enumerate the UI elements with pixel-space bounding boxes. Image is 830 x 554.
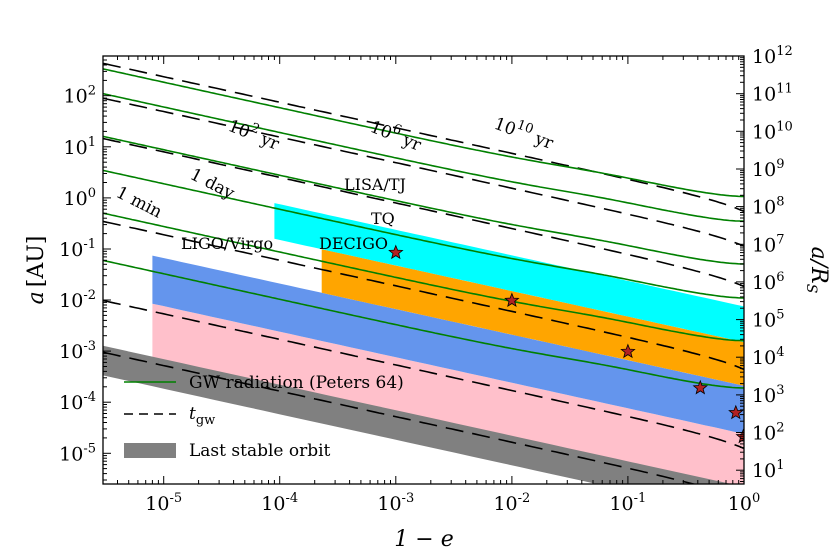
tgw-line-2 [103, 220, 744, 371]
x-tick-label: 100 [728, 491, 760, 515]
tgw-line-4 [103, 97, 744, 247]
tgw-label-1: 1 day [187, 165, 238, 204]
gw-radiation-tracks [103, 68, 744, 389]
y2-tick-label: 1012 [752, 44, 793, 68]
tgw-dashed-lines [103, 62, 744, 484]
y2-tick-label: 103 [752, 383, 784, 407]
tgw-line-1 [103, 299, 744, 450]
y-tick-label: 101 [64, 135, 96, 159]
region-label-0: LIGO/Virgo [181, 234, 273, 253]
y2-tick-label: 106 [752, 270, 784, 294]
x-tick-label: 10-5 [145, 491, 182, 515]
region-lisa-tj [274, 203, 744, 343]
star-marker-4 [728, 404, 744, 420]
legend-tgw-label: tgw [189, 404, 215, 428]
region-ligo-virgo [152, 303, 744, 484]
x-tick-label: 10-3 [377, 491, 414, 515]
y2-axis-label: a/RS [803, 247, 830, 294]
y2-tick-label: 1010 [752, 119, 793, 143]
tgw-label-4: 1010 yr [491, 110, 558, 154]
y-tick-label: 10-2 [59, 288, 96, 312]
gw-track-1 [103, 212, 744, 342]
x-axis-label: 1 − e [394, 527, 453, 552]
tgw-line-5 [103, 62, 744, 213]
y2-tick-label: 108 [752, 195, 784, 219]
gw-track-3 [103, 135, 744, 265]
y2-tick-label: 107 [752, 232, 784, 256]
gw-track-2 [103, 169, 744, 299]
tgw-label-3: 106 yr [367, 113, 426, 155]
x-tick-label: 10-4 [261, 491, 298, 515]
axis-ticks [102, 55, 745, 484]
x-tick-label: 10-1 [609, 491, 646, 515]
y-tick-label: 100 [64, 186, 96, 210]
gw-track-0 [103, 259, 744, 389]
x-tick-label: 10-2 [493, 491, 530, 515]
y2-tick-labels: 101 102 103 104 105 106 107 108 109 1010 1011 1012 [752, 44, 793, 482]
legend: GW radiation (Peters 64) tgw Last stable… [124, 373, 404, 461]
y-tick-label: 10-1 [59, 237, 96, 261]
region-label-1: DECIGO [319, 234, 388, 253]
y2-tick-label: 105 [752, 308, 784, 332]
y2-tick-label: 101 [752, 458, 784, 482]
last-stable-orbit-area [103, 345, 732, 484]
y-tick-labels: 10-5 10-4 10-3 10-2 10-1 100 101 102 [59, 84, 96, 466]
star-marker-3 [692, 379, 708, 395]
region-label-3: LISA/TJ [344, 175, 406, 194]
gw-track-5 [103, 68, 744, 198]
y-axis-label: a[AU] [24, 236, 49, 305]
region-labels: LIGO/Virgo DECIGO TQ LISA/TJ [181, 175, 406, 253]
star-marker-2 [620, 343, 636, 359]
star-marker-1 [504, 292, 520, 307]
y2-tick-label: 109 [752, 157, 784, 181]
region-label-2: TQ [371, 209, 395, 228]
legend-gw-label: GW radiation (Peters 64) [189, 373, 404, 393]
star-marker-0 [388, 244, 404, 260]
tgw-line-0 [103, 351, 697, 484]
x-tick-labels: 10-5 10-4 10-3 10-2 10-1 100 [145, 491, 760, 515]
gw-track-4 [103, 92, 744, 222]
y2-tick-label: 104 [752, 345, 784, 369]
legend-lso-swatch [124, 443, 176, 458]
y2-tick-label: 1011 [752, 82, 793, 106]
y2-tick-label: 102 [752, 421, 784, 445]
axes-frame [102, 55, 745, 485]
y-tick-label: 10-3 [59, 339, 96, 363]
last-stable-orbit-band [103, 345, 732, 484]
y-tick-label: 10-5 [59, 441, 96, 465]
y-tick-label: 10-4 [59, 390, 96, 414]
tgw-line-3 [103, 137, 744, 288]
legend-lso-label: Last stable orbit [189, 441, 331, 461]
tgw-label-2: 102 yr [225, 112, 284, 154]
region-decigo [152, 255, 744, 434]
y-tick-label: 102 [64, 84, 96, 108]
